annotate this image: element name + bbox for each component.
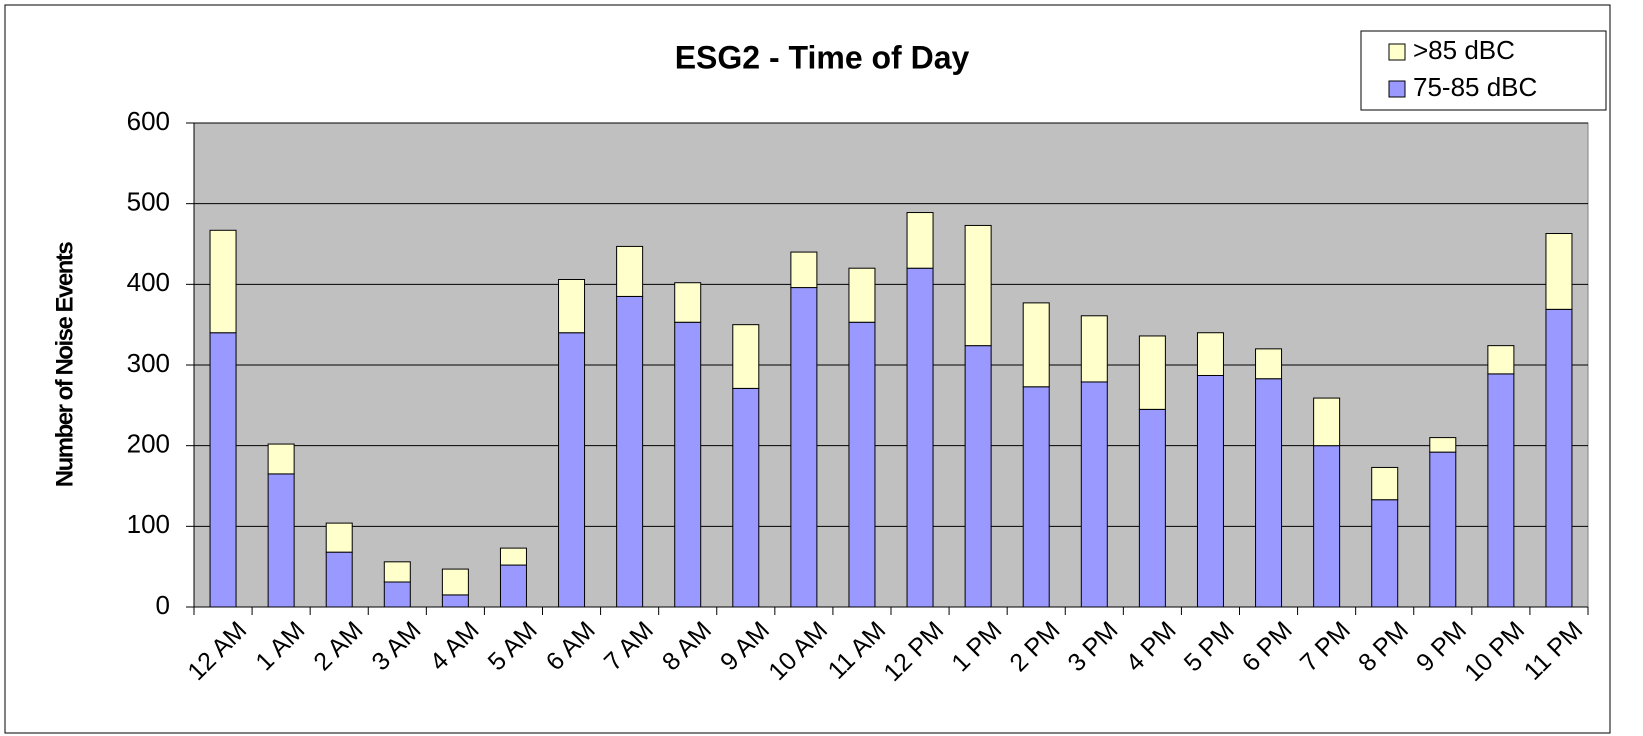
bar-segment bbox=[383, 561, 411, 583]
y-tick-label: 400 bbox=[127, 267, 170, 297]
bar-segment bbox=[383, 581, 411, 608]
bar-segment bbox=[848, 321, 876, 608]
y-axis-label: Number of Noise Events bbox=[51, 242, 78, 488]
bar-segment bbox=[1487, 345, 1515, 375]
y-tick-label: 300 bbox=[127, 348, 170, 378]
bar-segment bbox=[1371, 499, 1399, 608]
bar-segment bbox=[1487, 373, 1515, 608]
bar-segment bbox=[674, 282, 702, 323]
legend-label: 75-85 dBC bbox=[1413, 72, 1537, 102]
bar-segment bbox=[1371, 466, 1399, 501]
bar-segment bbox=[1022, 386, 1050, 608]
bar-segment bbox=[1429, 451, 1457, 608]
bar-segment bbox=[732, 324, 760, 389]
bar-segment bbox=[1138, 408, 1166, 608]
y-tick-label: 100 bbox=[127, 509, 170, 539]
bar-segment bbox=[558, 332, 586, 608]
bar-segment bbox=[209, 229, 237, 334]
bar-segment bbox=[558, 278, 586, 334]
bar-segment bbox=[616, 295, 644, 608]
bar-segment bbox=[848, 267, 876, 323]
legend-swatch bbox=[1388, 80, 1406, 98]
bar-segment bbox=[964, 224, 992, 347]
bar-segment bbox=[1080, 381, 1108, 608]
y-tick-label: 500 bbox=[127, 187, 170, 217]
bar-segment bbox=[732, 387, 760, 608]
y-tick-label: 0 bbox=[156, 590, 170, 620]
bar-segment bbox=[1545, 308, 1573, 608]
bar-segment bbox=[1313, 445, 1341, 608]
bar-segment bbox=[790, 287, 818, 608]
bar-segment bbox=[1196, 332, 1224, 376]
bar-segment bbox=[209, 332, 237, 608]
legend-label: >85 dBC bbox=[1413, 35, 1515, 65]
bar-segment bbox=[1022, 302, 1050, 388]
bar-segment bbox=[441, 568, 469, 596]
bar-segment bbox=[267, 443, 295, 475]
legend-swatch bbox=[1388, 43, 1406, 61]
bar-segment bbox=[499, 564, 527, 608]
bar-segment bbox=[1545, 233, 1573, 310]
bar-segment bbox=[1138, 335, 1166, 410]
bar-segment bbox=[1429, 437, 1457, 453]
bar-segment bbox=[616, 245, 644, 297]
bar-segment bbox=[674, 321, 702, 608]
bar-segment bbox=[441, 594, 469, 608]
bar-segment bbox=[1080, 315, 1108, 383]
bar-segment bbox=[964, 345, 992, 608]
bar-segment bbox=[790, 251, 818, 289]
bar-segment bbox=[1255, 348, 1283, 380]
chart-title: ESG2 - Time of Day bbox=[675, 39, 970, 75]
y-tick-label: 200 bbox=[127, 429, 170, 459]
bar-segment bbox=[1313, 397, 1341, 447]
bar-segment bbox=[906, 267, 934, 608]
y-tick-label: 600 bbox=[127, 106, 170, 136]
bar-segment bbox=[1196, 374, 1224, 608]
bar-segment bbox=[499, 547, 527, 566]
bar-segment bbox=[1255, 378, 1283, 608]
bar-segment bbox=[906, 212, 934, 269]
bar-segment bbox=[325, 522, 353, 553]
bar-segment bbox=[325, 551, 353, 608]
bar-segment bbox=[267, 473, 295, 608]
